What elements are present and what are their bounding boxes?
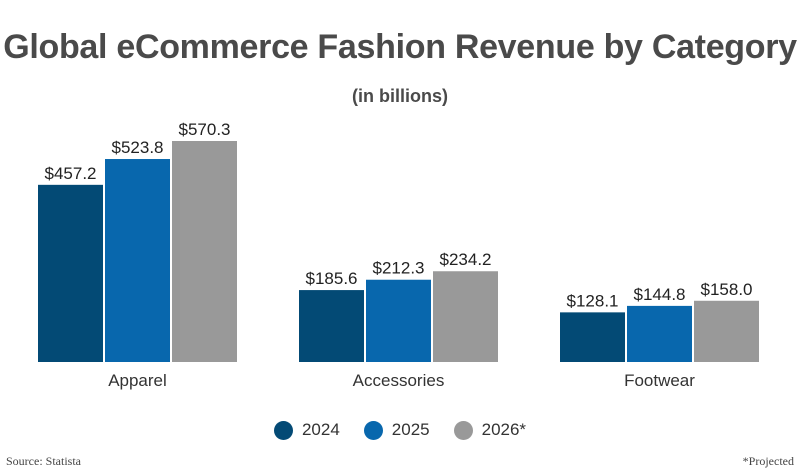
data-label-accessories-2026: $234.2 <box>440 250 492 269</box>
data-label-footwear-2024: $128.1 <box>567 291 619 310</box>
chart-title: Global eCommerce Fashion Revenue by Cate… <box>3 28 797 66</box>
data-label-footwear-2025: $144.8 <box>634 285 686 304</box>
bar-apparel-2024 <box>38 184 103 362</box>
bar-footwear-2026 <box>694 300 759 362</box>
data-label-footwear-2026: $158.0 <box>701 280 753 299</box>
legend-label-2026: 2026* <box>481 420 527 439</box>
legend-item-2025: 2025 <box>363 420 430 440</box>
legend-label-2025: 2025 <box>391 420 430 439</box>
data-label-accessories-2024: $185.6 <box>306 269 358 288</box>
bar-footwear-2024 <box>560 312 625 362</box>
category-label-apparel: Apparel <box>108 371 167 390</box>
bar-accessories-2025 <box>366 279 431 362</box>
bar-accessories-2024 <box>299 290 364 362</box>
legend-swatch-2024 <box>273 420 293 440</box>
legend-swatch-2025 <box>363 420 383 440</box>
legend-swatch-2026 <box>453 420 473 440</box>
bar-apparel-2025 <box>105 159 170 362</box>
legend: 2024 2025 2026* <box>0 420 800 440</box>
source-note: Source: Statista <box>6 454 81 468</box>
bar-footwear-2025 <box>627 305 692 362</box>
data-label-apparel-2024: $457.2 <box>45 164 97 183</box>
bar-accessories-2026 <box>433 271 498 362</box>
legend-label-2024: 2024 <box>301 420 340 439</box>
data-label-apparel-2026: $570.3 <box>179 120 231 139</box>
bar-apparel-2026 <box>172 141 237 362</box>
legend-item-2026: 2026* <box>453 420 527 440</box>
data-label-accessories-2025: $212.3 <box>373 259 425 278</box>
bar-chart: $457.2 $523.8 $570.3 Apparel $185.6 $212.3 $23… <box>38 120 759 390</box>
category-label-footwear: Footwear <box>624 371 695 390</box>
category-label-accessories: Accessories <box>353 371 445 390</box>
projected-note: *Projected <box>742 454 794 468</box>
data-label-apparel-2025: $523.8 <box>112 138 164 157</box>
legend-item-2024: 2024 <box>273 420 340 440</box>
chart-subtitle: (in billions) <box>352 86 448 106</box>
